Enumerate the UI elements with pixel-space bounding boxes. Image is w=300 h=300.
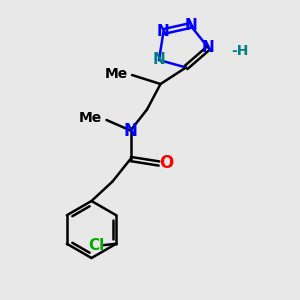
Text: N: N bbox=[202, 40, 215, 56]
Text: Me: Me bbox=[104, 67, 128, 80]
Text: N: N bbox=[153, 52, 165, 68]
Text: N: N bbox=[157, 24, 170, 39]
Text: -H: -H bbox=[231, 44, 248, 58]
Text: N: N bbox=[184, 18, 197, 33]
Text: Cl: Cl bbox=[88, 238, 105, 253]
Text: N: N bbox=[124, 122, 137, 140]
Text: O: O bbox=[159, 154, 174, 172]
Text: Me: Me bbox=[79, 112, 102, 125]
